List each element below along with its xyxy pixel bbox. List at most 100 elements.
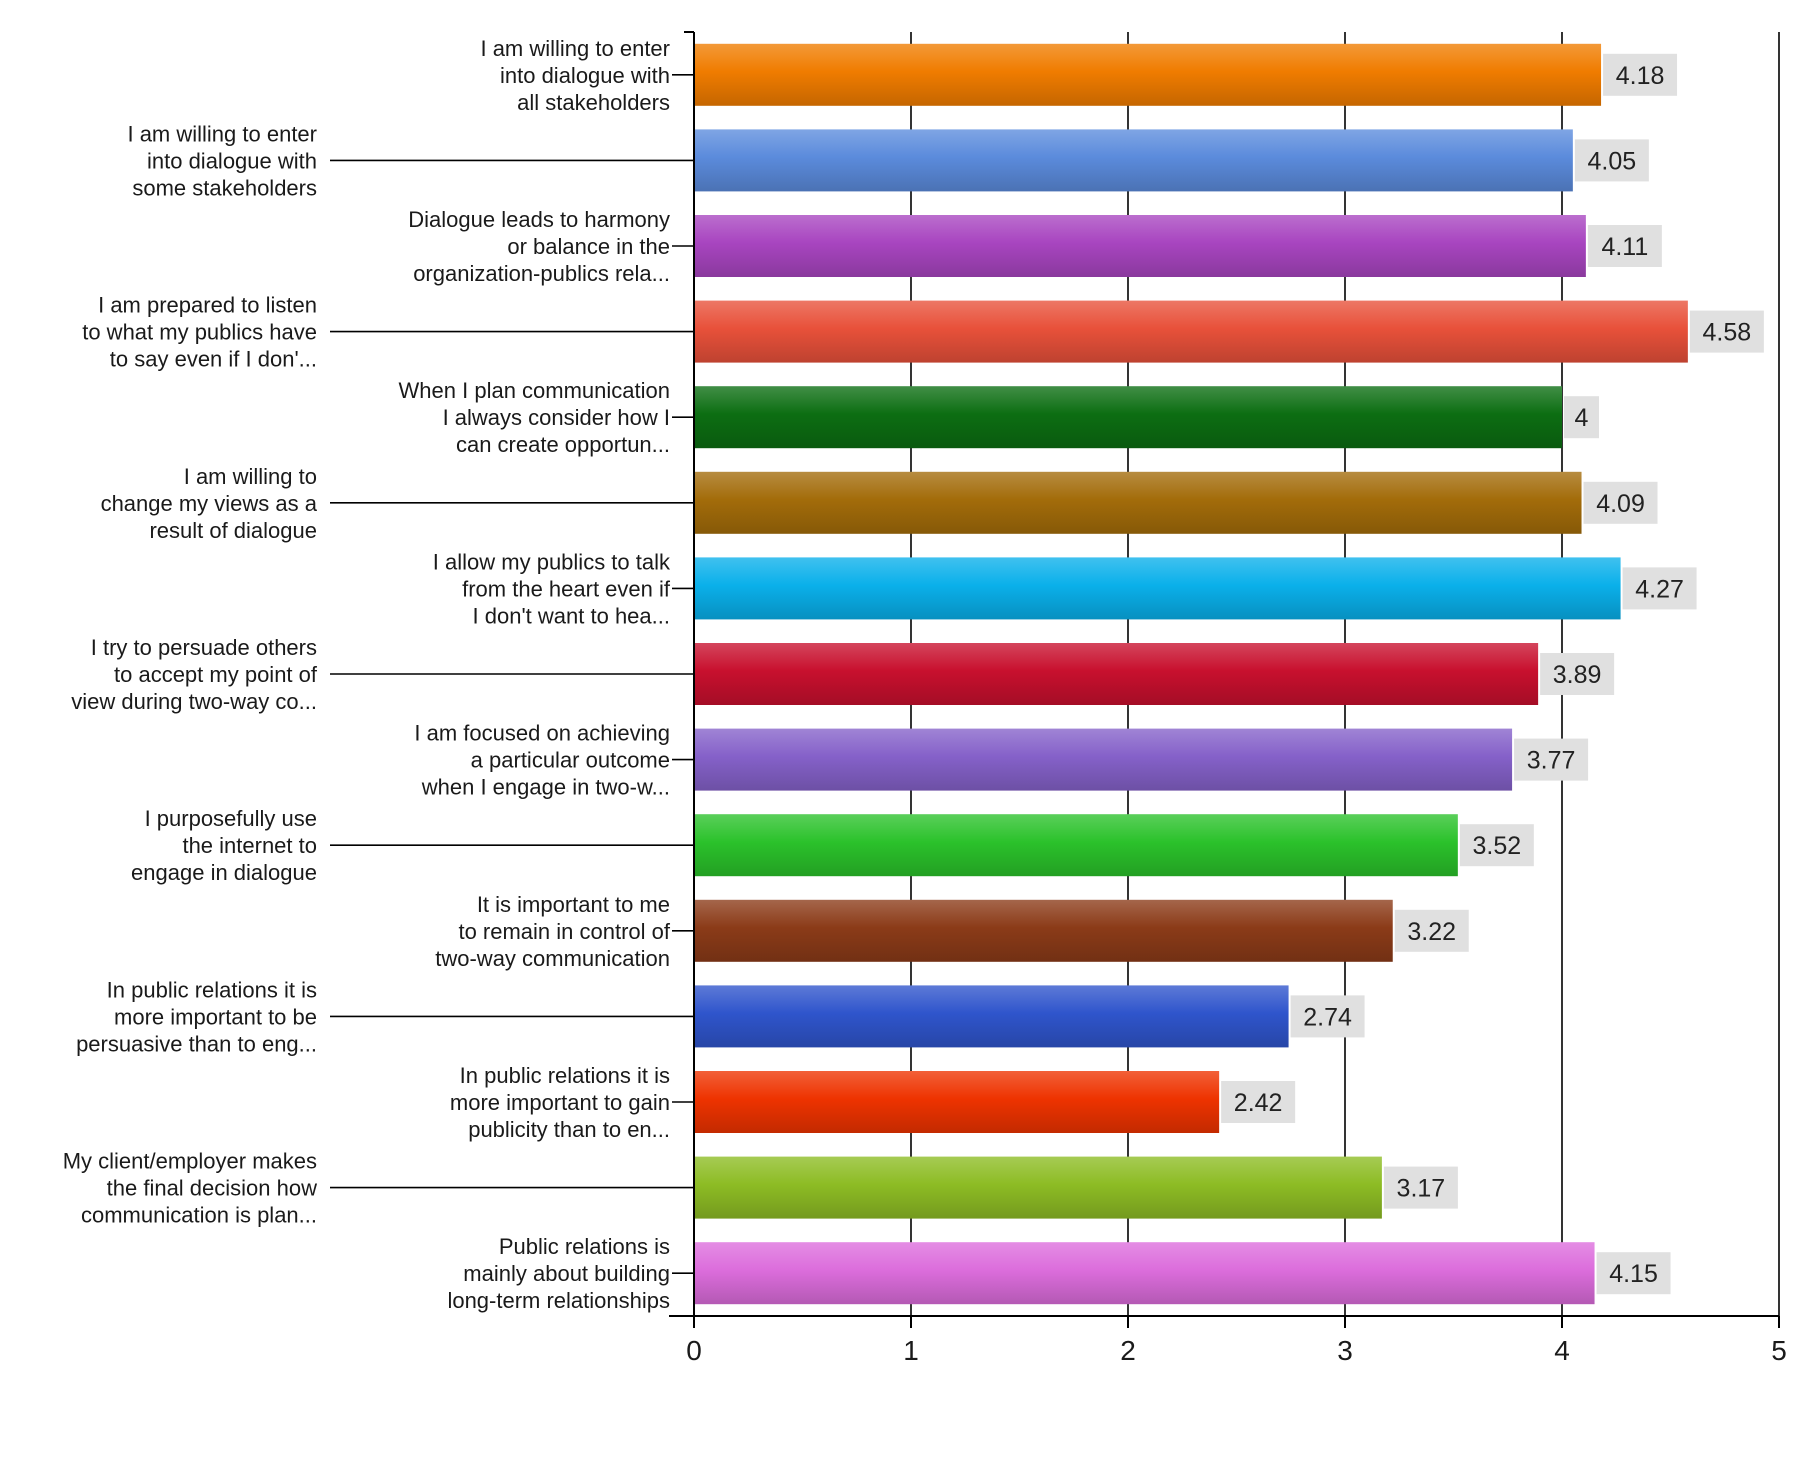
category-label: organization-publics rela...	[413, 261, 670, 286]
bar	[695, 1071, 1220, 1133]
category-label: engage in dialogue	[131, 860, 317, 885]
bar	[695, 643, 1539, 705]
category-label: I am willing to	[184, 464, 317, 489]
category-label: I purposefully use	[145, 806, 317, 831]
category-label: two-way communication	[435, 946, 670, 971]
bar	[695, 985, 1289, 1048]
category-label: mainly about building	[463, 1261, 670, 1286]
data-label: 2.74	[1303, 1003, 1352, 1031]
data-label-box	[1383, 1166, 1458, 1209]
category-label: long-term relationships	[447, 1288, 670, 1313]
data-label-box	[1587, 225, 1662, 267]
category-label: persuasive than to eng...	[76, 1031, 317, 1056]
category-label: communication is plan...	[81, 1203, 317, 1228]
data-label: 3.52	[1473, 832, 1522, 860]
category-label: I am willing to enter	[480, 36, 670, 61]
data-label: 4.11	[1601, 233, 1648, 261]
bar	[695, 1156, 1382, 1219]
category-label: the internet to	[182, 833, 317, 858]
category-label: to what my publics have	[82, 320, 317, 345]
x-tick-label: 3	[1337, 1335, 1353, 1366]
category-label: the final decision how	[107, 1176, 317, 1201]
data-label: 4.27	[1635, 575, 1684, 603]
data-label: 3.22	[1407, 918, 1456, 946]
x-tick-label: 5	[1771, 1335, 1787, 1366]
data-label: 4.58	[1703, 319, 1752, 347]
data-label: 4.05	[1588, 147, 1637, 175]
bar	[695, 129, 1573, 192]
category-label: when I engage in two-w...	[421, 775, 670, 800]
category-label: to remain in control of	[458, 919, 670, 944]
data-label-box	[1221, 1081, 1296, 1123]
data-label-box	[1622, 567, 1697, 610]
data-label: 3.77	[1527, 747, 1576, 775]
data-label-box	[1603, 53, 1678, 96]
category-label: I allow my publics to talk	[433, 549, 671, 574]
data-label-box	[1596, 1252, 1671, 1295]
category-label: result of dialogue	[149, 518, 317, 543]
category-label: When I plan communication	[399, 378, 670, 403]
category-label: more important to be	[114, 1004, 317, 1029]
category-label: into dialogue with	[500, 63, 670, 88]
category-label: from the heart even if	[462, 576, 671, 601]
data-label: 3.89	[1553, 661, 1602, 689]
data-label-box	[1574, 139, 1649, 182]
data-label: 4.15	[1609, 1260, 1658, 1288]
data-label: 4.09	[1596, 490, 1645, 518]
category-label: I try to persuade others	[91, 635, 317, 660]
category-label: or balance in the	[507, 234, 670, 259]
category-label: My client/employer makes	[63, 1149, 317, 1174]
category-label: into dialogue with	[147, 148, 317, 173]
bar	[695, 557, 1621, 620]
bar	[695, 814, 1458, 877]
bar	[695, 899, 1393, 962]
bar	[695, 728, 1513, 791]
category-label: some stakeholders	[132, 175, 317, 200]
category-label: change my views as a	[101, 491, 318, 516]
category-label: I am prepared to listen	[98, 293, 317, 318]
bar	[695, 300, 1688, 363]
bar	[695, 1242, 1595, 1305]
category-label: view during two-way co...	[71, 689, 317, 714]
x-tick-label: 1	[903, 1335, 919, 1366]
category-label: I am willing to enter	[127, 121, 317, 146]
data-label-box	[1689, 310, 1764, 353]
data-label-box	[1564, 396, 1599, 439]
data-label: 2.42	[1234, 1089, 1283, 1117]
category-label: In public relations it is	[460, 1063, 670, 1088]
x-tick-label: 0	[686, 1335, 702, 1366]
data-label: 3.17	[1397, 1175, 1446, 1203]
data-label: 4	[1575, 404, 1589, 432]
data-label-box	[1583, 481, 1658, 524]
category-label: Dialogue leads to harmony	[408, 207, 670, 232]
category-label: to say even if I don'...	[110, 347, 317, 372]
category-label: can create opportun...	[456, 432, 670, 457]
category-label: to accept my point of	[114, 662, 318, 687]
x-tick-label: 4	[1554, 1335, 1570, 1366]
data-label-box	[1394, 909, 1469, 952]
category-label: It is important to me	[477, 892, 670, 917]
data-label-box	[1290, 995, 1365, 1038]
data-label: 4.18	[1616, 62, 1665, 90]
axes: 0 1 2 3 4 5	[330, 31, 1787, 1366]
category-label: a particular outcome	[471, 748, 670, 773]
category-label: I am focused on achieving	[414, 721, 670, 746]
category-label: In public relations it is	[107, 977, 317, 1002]
category-label: Public relations is	[499, 1234, 670, 1259]
data-label-box	[1540, 653, 1615, 695]
category-label: I don't want to hea...	[473, 603, 670, 628]
data-label-box	[1459, 824, 1534, 867]
data-labels: 4.18 4.05 4.11 4.58 4 4.09 4.27 3.89 3.77 3.52 3.2…	[1221, 53, 1764, 1295]
data-label-box	[1514, 738, 1589, 781]
category-label: all stakeholders	[517, 90, 670, 115]
category-label: more important to gain	[450, 1090, 670, 1115]
bar	[695, 471, 1582, 534]
category-label: publicity than to en...	[468, 1117, 670, 1142]
bar	[695, 386, 1562, 449]
bar	[695, 43, 1602, 106]
bars	[695, 43, 1688, 1305]
x-tick-label: 2	[1120, 1335, 1136, 1366]
category-label: I always consider how I	[443, 405, 670, 430]
